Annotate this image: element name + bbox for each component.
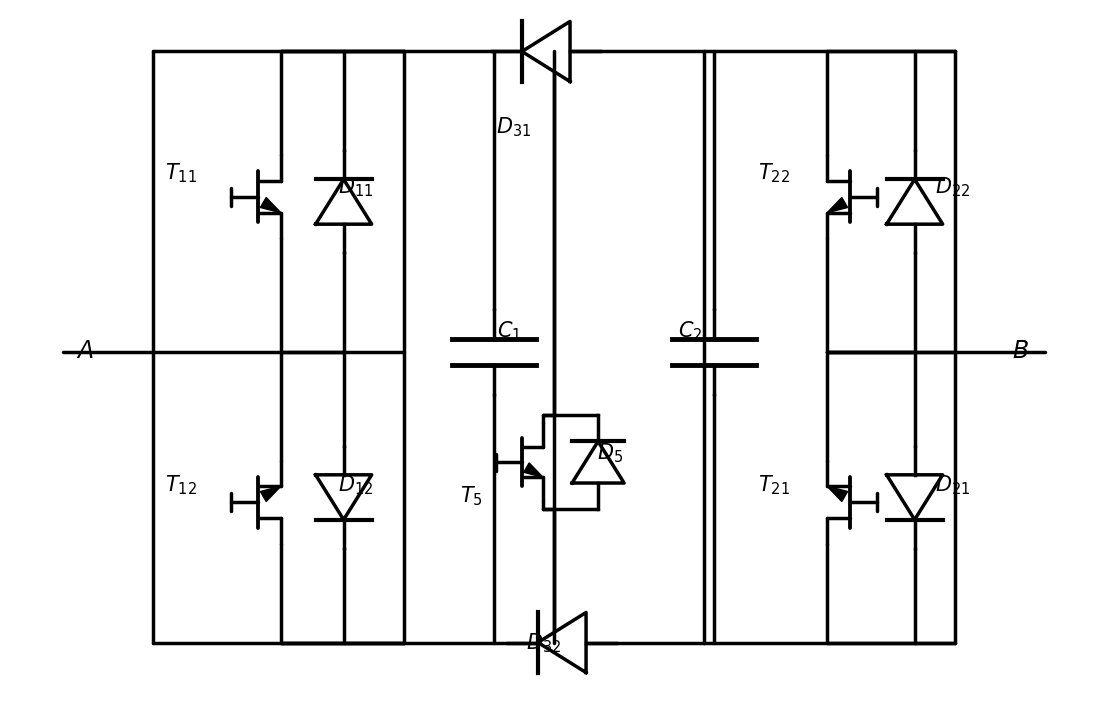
- Polygon shape: [827, 198, 848, 213]
- Polygon shape: [316, 474, 371, 520]
- Text: $D_{5}$: $D_{5}$: [597, 442, 623, 465]
- Text: $D_{11}$: $D_{11}$: [338, 175, 373, 199]
- Text: $D_{12}$: $D_{12}$: [338, 473, 373, 497]
- Text: $T_{11}$: $T_{11}$: [165, 161, 197, 185]
- Polygon shape: [316, 180, 371, 224]
- Polygon shape: [827, 486, 848, 501]
- Text: $D_{31}$: $D_{31}$: [496, 116, 532, 139]
- Polygon shape: [260, 486, 281, 501]
- Polygon shape: [538, 612, 586, 672]
- Text: $C_{1}$: $C_{1}$: [496, 319, 521, 343]
- Text: $C_{2}$: $C_{2}$: [678, 319, 702, 343]
- Text: $T_{5}$: $T_{5}$: [461, 484, 483, 508]
- Text: $D_{22}$: $D_{22}$: [935, 175, 971, 199]
- Text: $T_{12}$: $T_{12}$: [165, 473, 197, 497]
- Text: $B$: $B$: [1013, 341, 1029, 363]
- Text: $D_{21}$: $D_{21}$: [935, 473, 971, 497]
- Text: $T_{22}$: $T_{22}$: [758, 161, 790, 185]
- Text: $A$: $A$: [76, 341, 94, 363]
- Polygon shape: [886, 474, 943, 520]
- Text: $D_{32}$: $D_{32}$: [526, 631, 562, 655]
- Polygon shape: [572, 441, 624, 483]
- Polygon shape: [886, 180, 943, 224]
- Text: $T_{21}$: $T_{21}$: [758, 473, 790, 497]
- Polygon shape: [524, 463, 543, 477]
- Polygon shape: [522, 21, 570, 82]
- Polygon shape: [260, 198, 281, 213]
